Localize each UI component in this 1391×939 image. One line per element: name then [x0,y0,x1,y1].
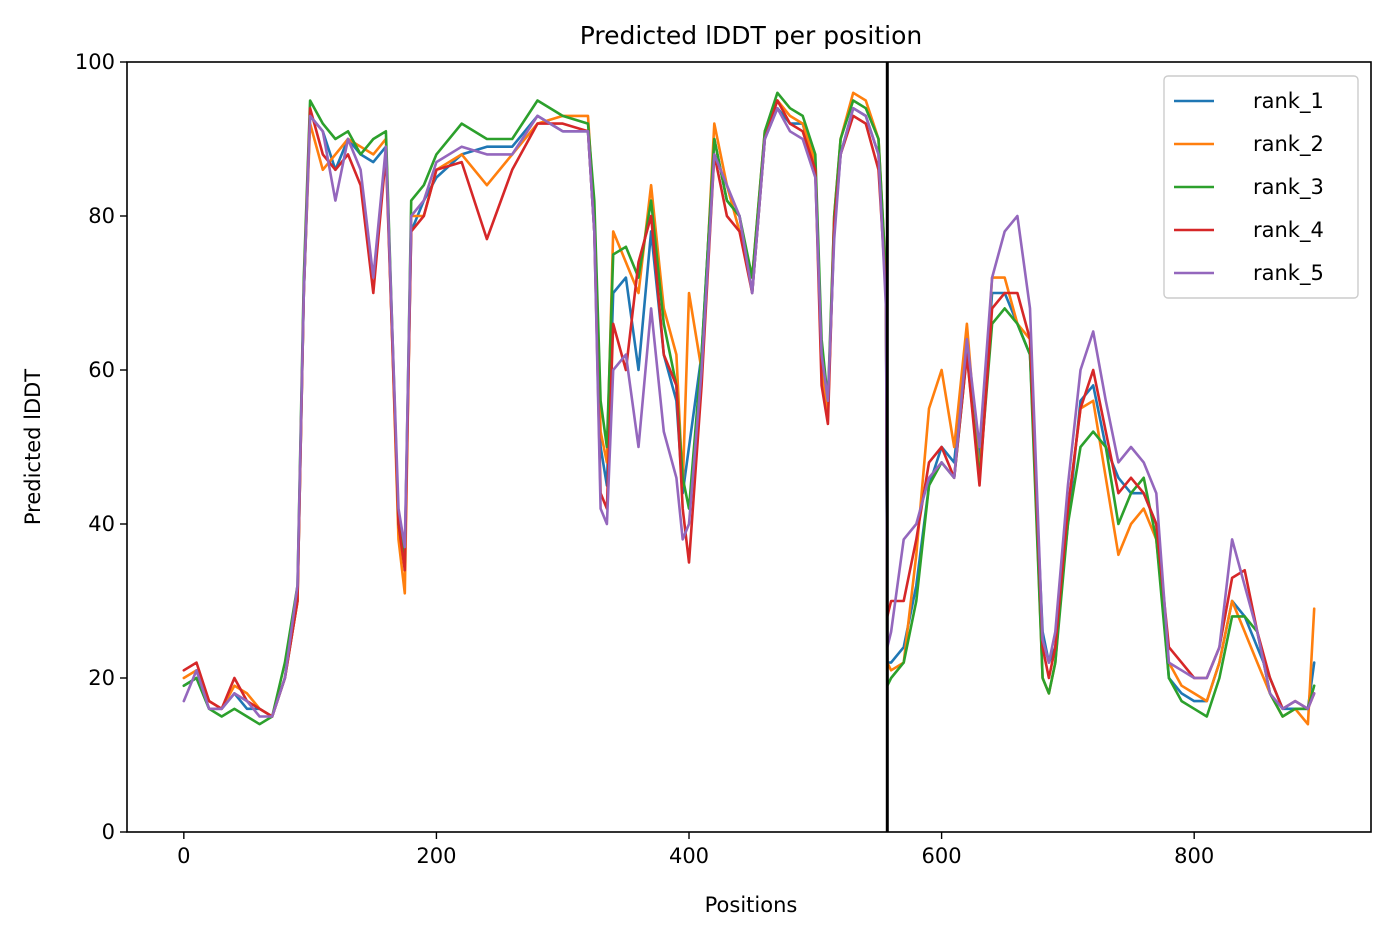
plot-frame [126,61,1372,833]
legend: rank_1 rank_2 rank_3 rank_4 rank_5 [1163,75,1359,299]
series-line-rank_4 [182,99,1316,718]
series-lines [182,91,1316,726]
legend-label: rank_3 [1253,175,1324,200]
x-axis-label: Positions [705,893,798,917]
y-tick-label: 0 [102,820,115,844]
series-line-rank_3 [182,91,1316,726]
x-tick-label: 0 [177,844,190,868]
ticks: 0 200 400 600 800 0 20 40 60 80 100 [75,50,1214,868]
y-tick-label: 60 [88,358,115,382]
legend-frame [1163,75,1359,299]
x-tick-label: 800 [1174,844,1214,868]
series-line-rank_5 [182,106,1316,718]
legend-label: rank_5 [1253,261,1324,286]
y-axis-label: Predicted lDDT [21,369,45,525]
legend-label: rank_2 [1253,132,1324,157]
x-tick-label: 200 [416,844,456,868]
x-tick-label: 600 [922,844,962,868]
y-tick-label: 20 [88,666,115,690]
legend-label: rank_4 [1253,218,1324,243]
chart-title: Predicted lDDT per position [580,21,922,50]
legend-label: rank_1 [1253,89,1324,114]
x-tick-label: 400 [669,844,709,868]
series-line-rank_2 [182,91,1316,726]
y-tick-label: 100 [75,50,115,74]
y-tick-label: 80 [88,204,115,228]
y-tick-label: 40 [88,512,115,536]
